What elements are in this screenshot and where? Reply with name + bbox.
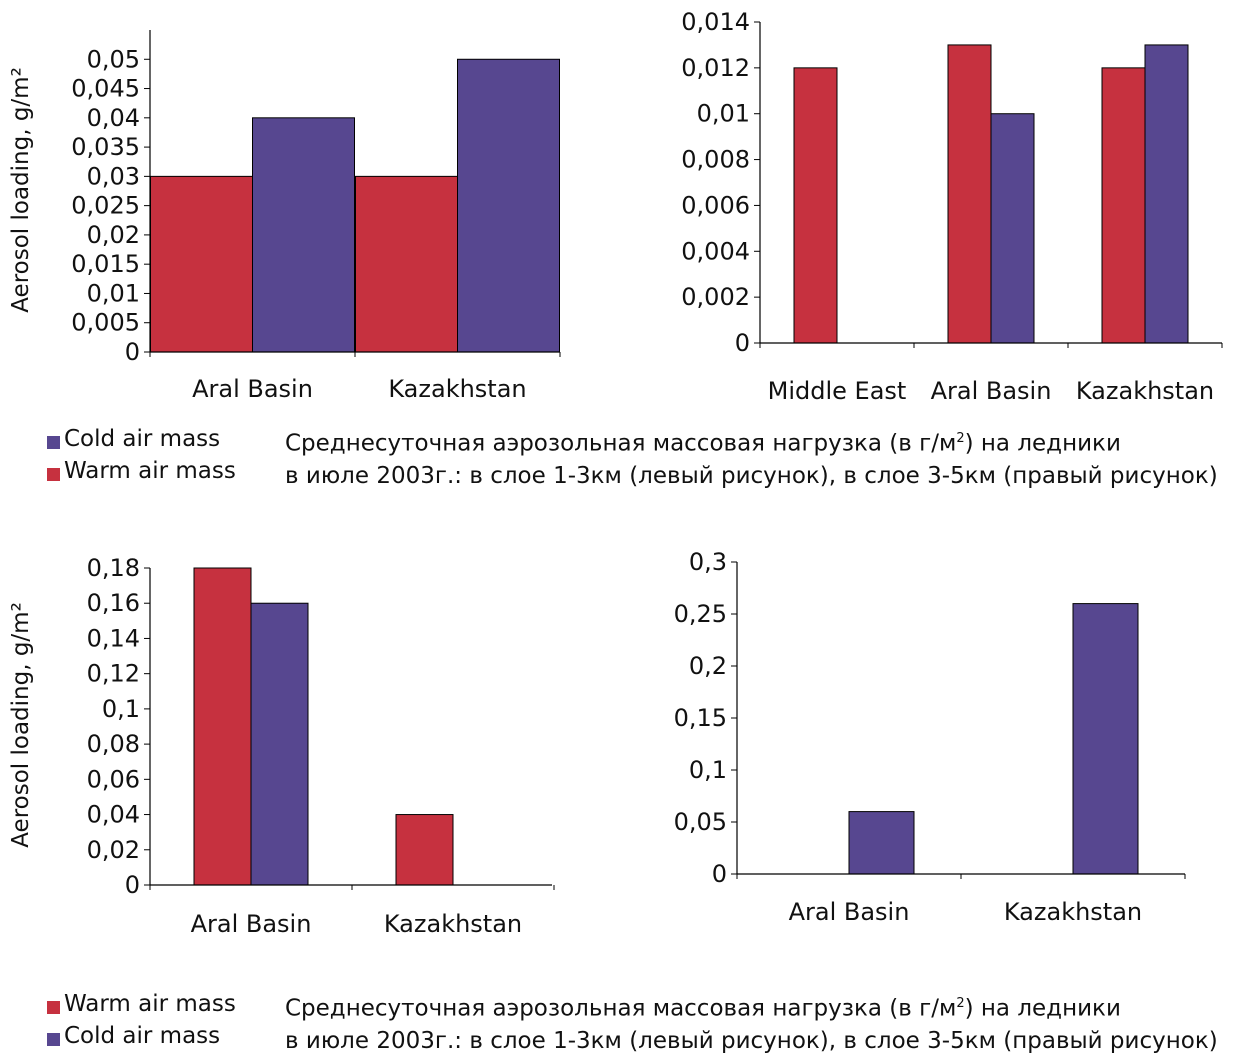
y-tick-label: 0,12	[87, 660, 140, 688]
category-label: Aral Basin	[192, 375, 313, 403]
bar	[250, 602, 309, 886]
y-tick-label: 0,045	[71, 75, 140, 103]
category-label: Middle East	[768, 377, 907, 405]
bar	[395, 814, 454, 886]
y-tick-label: 0	[712, 860, 727, 888]
y-tick-label: 0,08	[87, 730, 140, 758]
category-label: Kazakhstan	[384, 910, 522, 938]
category-label: Aral Basin	[789, 898, 910, 926]
legend-label: Warm air mass	[64, 991, 236, 1017]
legend-top: Cold air mass Warm air mass	[47, 423, 236, 487]
y-tick-label: 0,3	[689, 548, 727, 576]
legend-swatch-warm	[47, 467, 60, 481]
y-axis-label: Aerosol loading, g/m²	[8, 67, 34, 313]
bar	[150, 175, 253, 353]
bar	[1144, 44, 1189, 344]
y-tick-label: 0	[125, 338, 140, 366]
y-tick-label: 0,035	[71, 133, 140, 161]
caption-line-1: Среднесуточная аэрозольная массовая нагр…	[285, 430, 1121, 457]
bar	[793, 67, 838, 344]
bar	[457, 58, 560, 353]
y-axis-label: Aerosol loading, g/m²	[8, 602, 34, 848]
y-tick-label: 0,01	[697, 100, 750, 128]
category-label: Kazakhstan	[388, 375, 526, 403]
legend-label: Cold air mass	[64, 1023, 221, 1049]
y-tick-label: 0,04	[87, 801, 140, 829]
y-tick-label: 0,014	[681, 8, 750, 36]
y-tick-label: 0	[735, 329, 750, 357]
y-tick-label: 0,16	[87, 589, 140, 617]
caption-line-2: в июле 2003г.: в слое 1-3км (левый рисун…	[285, 1027, 1218, 1054]
y-tick-label: 0,02	[87, 221, 140, 249]
legend-swatch-cold	[47, 435, 60, 449]
bar	[947, 44, 992, 344]
legend-item: Cold air mass	[47, 423, 236, 455]
y-tick-label: 0,15	[674, 704, 727, 732]
category-label: Kazakhstan	[1076, 377, 1214, 405]
y-tick-label: 0	[125, 871, 140, 899]
y-tick-label: 0,04	[87, 104, 140, 132]
bar	[355, 175, 458, 353]
legend-label: Cold air mass	[64, 426, 221, 452]
legend-swatch-warm	[47, 1000, 60, 1014]
y-tick-label: 0,1	[689, 756, 727, 784]
y-tick-label: 0,005	[71, 309, 140, 337]
bar	[252, 117, 355, 353]
y-tick-label: 0,05	[674, 808, 727, 836]
legend-bottom: Warm air mass Cold air mass	[47, 988, 236, 1052]
legend-item: Warm air mass	[47, 988, 236, 1020]
y-tick-label: 0,14	[87, 624, 140, 652]
y-tick-label: 0,02	[87, 836, 140, 864]
caption-top: Среднесуточная аэрозольная массовая нагр…	[285, 423, 1218, 492]
y-tick-label: 0,004	[681, 237, 750, 265]
y-tick-label: 0,008	[681, 146, 750, 174]
y-tick-label: 0,006	[681, 191, 750, 219]
y-tick-label: 0,03	[87, 162, 140, 190]
category-label: Aral Basin	[931, 377, 1052, 405]
bar	[848, 811, 915, 875]
y-tick-label: 0,06	[87, 765, 140, 793]
caption-line-1: Среднесуточная аэрозольная массовая нагр…	[285, 995, 1121, 1022]
y-tick-label: 0,012	[681, 54, 750, 82]
caption-bottom: Среднесуточная аэрозольная массовая нагр…	[285, 988, 1218, 1057]
bar	[1072, 603, 1139, 875]
category-label: Kazakhstan	[1004, 898, 1142, 926]
y-tick-label: 0,1	[102, 695, 140, 723]
legend-label: Warm air mass	[64, 458, 236, 484]
y-tick-label: 0,01	[87, 279, 140, 307]
bar	[990, 113, 1035, 344]
category-label: Aral Basin	[191, 910, 312, 938]
bar	[1101, 67, 1146, 344]
caption-line-2: в июле 2003г.: в слое 1-3км (левый рисун…	[285, 462, 1218, 489]
y-tick-label: 0,25	[674, 600, 727, 628]
y-tick-label: 0,2	[689, 652, 727, 680]
bar	[193, 567, 252, 886]
legend-swatch-cold	[47, 1032, 60, 1046]
y-tick-label: 0,025	[71, 192, 140, 220]
legend-item: Warm air mass	[47, 455, 236, 487]
legend-item: Cold air mass	[47, 1020, 236, 1052]
y-tick-label: 0,015	[71, 250, 140, 278]
y-tick-label: 0,002	[681, 283, 750, 311]
y-tick-label: 0,18	[87, 554, 140, 582]
y-tick-label: 0,05	[87, 45, 140, 73]
